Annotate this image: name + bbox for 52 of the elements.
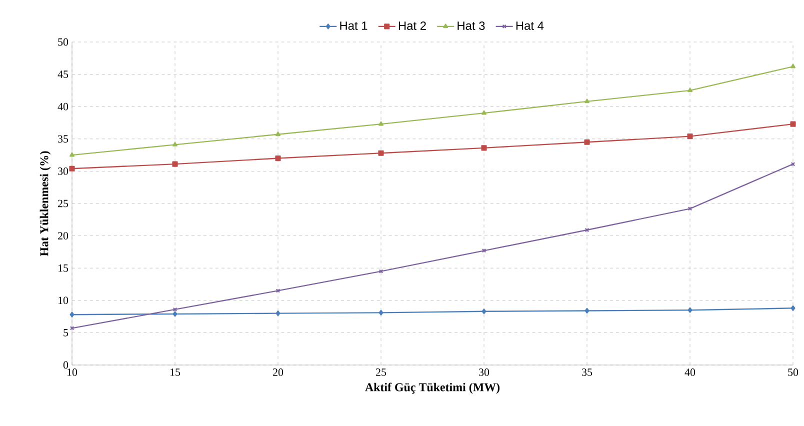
- point: [688, 88, 693, 92]
- legend-label: Hat 1: [340, 22, 368, 30]
- point: [69, 166, 75, 172]
- x-tick-label: 50: [788, 368, 798, 376]
- y-tick-label: 25: [58, 200, 68, 208]
- legend-label: Hat 3: [458, 22, 485, 30]
- point: [481, 145, 487, 151]
- y-axis-title: Hat Yüklenmesi (%): [40, 151, 51, 256]
- x-tick-label: 25: [376, 368, 386, 376]
- x-axis-title: Aktif Güç Tüketimi (MW): [365, 382, 500, 394]
- point: [172, 142, 178, 146]
- point: [276, 310, 280, 316]
- point: [482, 110, 486, 115]
- x-tick-label: 30: [479, 368, 490, 376]
- point: [276, 288, 280, 293]
- y-tick-label: 30: [58, 168, 68, 175]
- point: [790, 64, 796, 68]
- x-tick-label: 15: [170, 368, 180, 376]
- y-tick-label: 15: [58, 264, 68, 272]
- x-tick-label: 35: [582, 368, 592, 376]
- y-tick-label: 35: [58, 135, 68, 143]
- x-tick-label: 40: [684, 368, 696, 376]
- y-tick-label: 5: [64, 329, 68, 336]
- legend-label: Hat 2: [398, 22, 426, 30]
- point: [688, 307, 692, 313]
- point: [70, 312, 74, 318]
- point: [584, 308, 590, 314]
- y-tick-label: 45: [58, 70, 68, 78]
- y-tick-label: 10: [58, 296, 68, 304]
- y-tick-label: 50: [58, 38, 68, 46]
- point: [70, 152, 74, 157]
- y-tick-label: 40: [58, 102, 68, 110]
- point: [378, 121, 384, 126]
- point: [790, 305, 796, 311]
- point: [687, 134, 693, 140]
- point: [378, 310, 384, 316]
- point: [276, 132, 280, 136]
- point: [378, 269, 384, 274]
- point: [172, 311, 178, 317]
- point: [584, 98, 590, 104]
- legend-label: Hat 4: [516, 22, 544, 30]
- x-tick-label: 20: [273, 368, 284, 376]
- y-tick-label: 0: [63, 361, 68, 369]
- point: [584, 139, 590, 145]
- point: [482, 248, 486, 253]
- point: [688, 206, 692, 211]
- point: [482, 308, 486, 314]
- point: [378, 150, 384, 156]
- point: [172, 161, 178, 167]
- point: [790, 121, 796, 127]
- point: [275, 155, 281, 162]
- y-tick-label: 20: [58, 232, 68, 240]
